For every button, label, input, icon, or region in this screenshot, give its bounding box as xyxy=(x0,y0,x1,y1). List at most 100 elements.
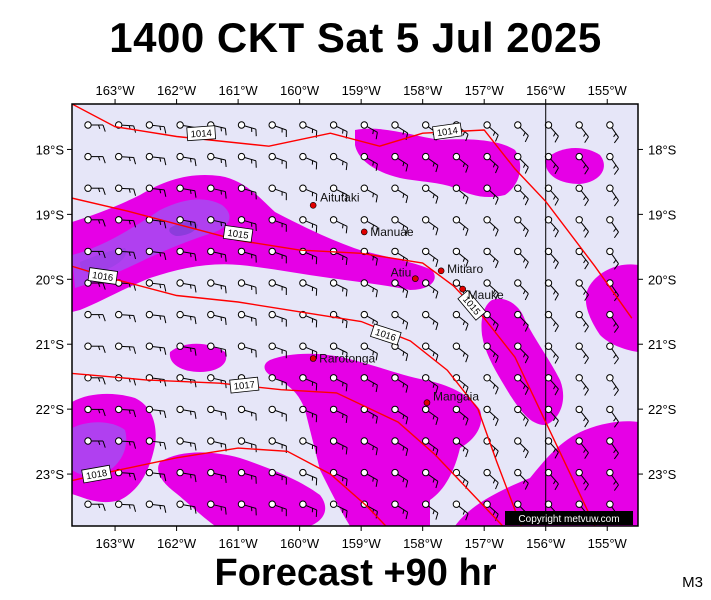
wind-barb xyxy=(544,437,559,459)
place-label: Mauke xyxy=(468,288,504,302)
wind-barb xyxy=(268,342,287,359)
wind-barb xyxy=(483,279,499,300)
wind-barb xyxy=(606,121,619,144)
wind-barb xyxy=(422,500,439,520)
wind-barb xyxy=(299,500,318,517)
isobar-label: 1016 xyxy=(87,267,119,285)
place-marker xyxy=(437,267,445,275)
wind-barb xyxy=(84,342,106,353)
wind-barb xyxy=(422,279,439,299)
lon-label-bottom: 158°W xyxy=(403,536,443,551)
wind-barb xyxy=(207,310,227,325)
wind-barb xyxy=(329,216,348,234)
wind-barb xyxy=(391,152,409,172)
wind-barb xyxy=(145,342,167,355)
wind-barb xyxy=(422,405,439,425)
lon-label-top: 156°W xyxy=(526,83,566,98)
wind-barb xyxy=(514,152,529,174)
wind-barb xyxy=(575,310,589,333)
wind-barb xyxy=(145,121,167,134)
wind-barb xyxy=(207,405,227,420)
wind-barb xyxy=(299,437,318,454)
wind-barb xyxy=(452,247,469,268)
wind-barb xyxy=(268,468,287,485)
lon-label-top: 159°W xyxy=(342,83,382,98)
rain-area-far-northeast xyxy=(545,148,604,184)
isobar-line xyxy=(72,372,504,526)
wind-barb xyxy=(145,152,167,166)
wind-barb xyxy=(360,468,378,487)
wind-barb xyxy=(422,437,439,457)
wind-barb xyxy=(207,247,227,262)
wind-barb xyxy=(391,279,409,298)
wind-barb xyxy=(483,342,499,363)
lat-label-left: 22°S xyxy=(36,402,65,417)
isobar-label: 1017 xyxy=(229,376,260,394)
lon-label-top: 162°W xyxy=(157,83,197,98)
wind-barb xyxy=(422,468,439,489)
longitude-labels-bottom: 163°W 162°W 161°W 160°W 159°W 158°W 157°W 156°W… xyxy=(95,526,628,551)
wind-barb xyxy=(606,468,619,491)
isobar-line xyxy=(72,447,387,526)
wind-barb xyxy=(483,184,499,205)
isobar-label: 1014 xyxy=(432,122,463,141)
wind-barb xyxy=(237,405,257,421)
wind-barb xyxy=(176,468,197,483)
wind-barb xyxy=(268,405,287,422)
wind-barb xyxy=(483,152,499,174)
model-label: M3 xyxy=(682,574,703,591)
wind-barb xyxy=(84,216,106,227)
lon-label-bottom: 157°W xyxy=(465,536,505,551)
wind-barb xyxy=(176,500,197,514)
lon-label-top: 158°W xyxy=(403,83,443,98)
wind-barb xyxy=(207,152,227,167)
wind-barb xyxy=(207,342,227,357)
rain-area-southwest-core xyxy=(72,422,127,477)
wind-barb xyxy=(391,216,409,235)
wind-barb xyxy=(237,184,257,200)
wind-barb xyxy=(145,500,167,513)
wind-barb xyxy=(575,405,589,428)
wind-barb xyxy=(544,184,559,206)
place-marker xyxy=(459,285,466,293)
wind-barb xyxy=(115,500,137,512)
wind-barb xyxy=(176,374,197,388)
wind-barb xyxy=(452,342,469,363)
wind-barb xyxy=(207,374,227,389)
wind-barb xyxy=(237,247,257,263)
lat-label-right: 23°S xyxy=(648,467,677,482)
wind-barb xyxy=(84,500,106,511)
wind-barb xyxy=(452,310,469,331)
wind-barb xyxy=(360,152,378,171)
wind-barb xyxy=(575,216,589,238)
wind-barb xyxy=(176,310,197,325)
rain-area-aitutaki-heavy xyxy=(169,222,198,236)
lon-label-top: 157°W xyxy=(465,83,505,98)
place-marker xyxy=(423,399,431,406)
rain-area-northeast xyxy=(355,128,521,198)
wind-barb xyxy=(483,468,499,490)
wind-barb xyxy=(360,437,378,456)
wind-barb xyxy=(299,121,318,138)
wind-barb xyxy=(299,468,318,486)
longitude-labels-top: 163°W 162°W 161°W 160°W 159°W 158°W 157°W 156°W… xyxy=(95,83,628,104)
wind-barb xyxy=(268,500,287,517)
copyright-box xyxy=(505,511,633,525)
wind-barb xyxy=(84,279,106,290)
wind-barb xyxy=(483,500,499,521)
wind-barb xyxy=(544,405,559,427)
forecast-label: Forecast +90 hr xyxy=(214,552,497,594)
wind-barb xyxy=(176,184,197,198)
wind-barb xyxy=(84,437,106,448)
wind-barb xyxy=(329,342,348,360)
lon-label-top: 163°W xyxy=(95,83,135,98)
wind-barb xyxy=(452,500,469,521)
wind-barb xyxy=(115,310,137,323)
wind-barb xyxy=(575,184,589,207)
wind-barb xyxy=(299,342,318,359)
lat-label-right: 22°S xyxy=(648,402,677,417)
wind-barb xyxy=(544,374,559,396)
wind-barb xyxy=(115,405,137,418)
wind-barb xyxy=(145,468,167,482)
wind-barb xyxy=(391,184,409,204)
